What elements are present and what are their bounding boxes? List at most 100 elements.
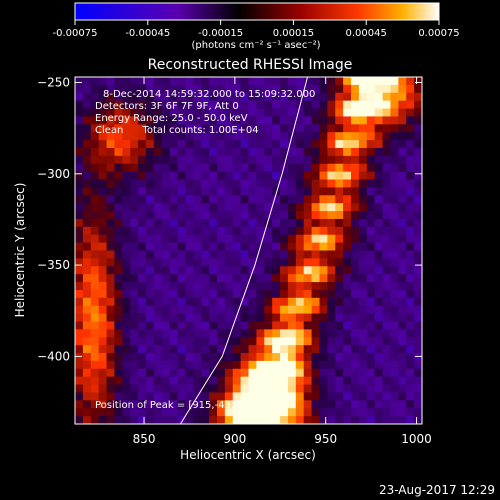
heatmap-cell [224,108,234,118]
heatmap-cell [398,187,407,196]
heatmap-cell [106,100,116,110]
heatmap-cell [122,321,131,330]
heatmap-cell [358,321,368,330]
heatmap-cell [185,92,194,102]
heatmap-cell [130,132,139,141]
heatmap-cell [169,203,179,212]
heatmap-cell [153,155,163,165]
heatmap-cell [414,108,422,118]
heatmap-cell [114,258,123,267]
heatmap-cell [82,416,92,424]
heatmap-cell [390,408,399,417]
heatmap-cell [138,187,147,196]
heatmap-cell [177,305,187,315]
heatmap-cell [106,147,116,157]
heatmap-cell [201,187,210,196]
heatmap-cell [185,400,194,409]
heatmap-cell [232,376,242,386]
heatmap-cell [177,171,187,181]
heatmap-cell [351,353,360,362]
heatmap-cell [161,195,171,204]
heatmap-cell [406,384,415,394]
heatmap-cell [343,416,352,424]
heatmap-cell [240,282,250,291]
heatmap-cell [366,376,376,386]
heatmap-cell [122,211,131,220]
heatmap-cell [224,274,234,283]
heatmap-cell [232,360,242,370]
heatmap-cell [82,155,92,165]
heatmap-cell [153,179,163,189]
heatmap-cell [130,84,139,94]
heatmap-cell [75,329,84,338]
heatmap-cell [145,337,155,346]
heatmap-cell [398,147,407,157]
heatmap-cell [130,179,139,189]
annotation-detectors: Detectors: 3F 6F 7F 9F, Att 0 [95,101,239,112]
heatmap-cell [335,376,344,386]
heatmap-cell [287,147,297,157]
heatmap-cell [169,77,179,86]
heatmap-cell [358,163,368,173]
heatmap-cell [335,400,344,409]
heatmap-cell [280,92,289,102]
heatmap-cell [130,392,139,401]
heatmap-cell [280,132,289,141]
heatmap-cell [398,195,407,204]
heatmap-cell [406,376,415,386]
heatmap-cell [130,274,139,283]
heatmap-cell [335,321,344,330]
heatmap-cell [145,234,155,244]
heatmap-cell [232,187,242,196]
heatmap-cell [295,116,305,125]
y-tick-label: −300 [37,167,70,181]
heatmap-cell [351,147,360,157]
heatmap-cell [193,242,202,252]
heatmap-cell [382,234,392,244]
heatmap-cell [303,218,313,228]
heatmap-cell [232,203,242,212]
heatmap-cell [414,384,422,394]
heatmap-cell [280,124,289,133]
heatmap-cell [82,266,92,275]
heatmap-cell [406,84,415,94]
heatmap-cell [303,179,313,189]
heatmap-cell [201,195,210,204]
heatmap-cell [201,289,210,299]
heatmap-cell [366,384,376,394]
heatmap-cell [75,132,84,141]
heatmap-cell [303,77,313,86]
heatmap-cell [256,211,265,220]
heatmap-cell [114,289,123,299]
heatmap-cell [138,179,147,189]
heatmap-cell [358,329,368,338]
heatmap-cell [319,305,328,315]
heatmap-cell [185,77,194,86]
heatmap-cell [327,92,336,102]
heatmap-cell [98,108,108,118]
heatmap-cell [366,368,376,378]
heatmap-cell [287,203,297,212]
heatmap-cell [161,218,171,228]
heatmap-cell [161,258,171,267]
heatmap-cell [382,353,392,362]
heatmap-cell [130,258,139,267]
heatmap-cell [130,376,139,386]
heatmap-cell [138,258,147,267]
heatmap-cell [216,218,226,228]
heatmap-cell [256,392,265,401]
heatmap-cell [406,155,415,165]
heatmap-cell [319,132,328,141]
heatmap-cell [240,147,250,157]
heatmap-cell [264,116,273,125]
heatmap-cell [327,282,336,291]
heatmap-cell [335,329,344,338]
heatmap-cell [145,187,155,196]
heatmap-cell [287,266,297,275]
heatmap-cell [358,376,368,386]
heatmap-cell [130,100,139,110]
heatmap-cell [327,353,336,362]
heatmap-cell [343,84,352,94]
heatmap-cell [327,116,336,125]
heatmap-cell [161,234,171,244]
